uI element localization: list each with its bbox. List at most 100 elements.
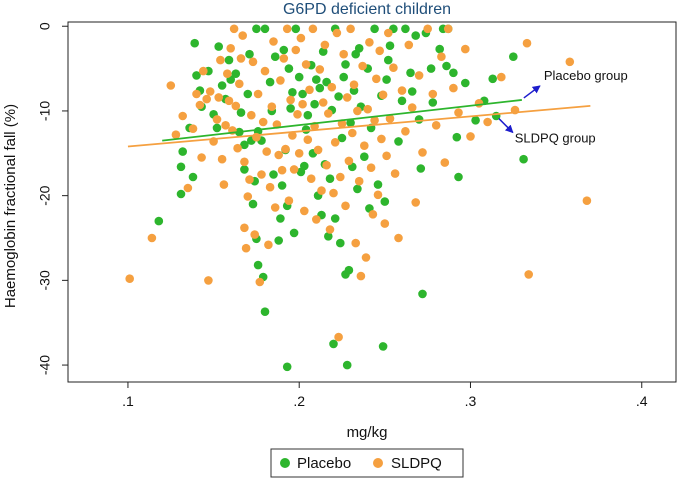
sldpq-point	[305, 85, 314, 95]
sldpq-point	[240, 223, 249, 233]
sldpq-point	[368, 210, 378, 219]
sldpq-point	[375, 46, 385, 56]
sldpq-point	[524, 270, 533, 279]
sldpq-point	[320, 40, 330, 50]
sldpq-point	[205, 87, 215, 96]
placebo-point	[519, 154, 528, 164]
sldpq-point	[199, 66, 208, 76]
sldpq-point	[385, 114, 395, 123]
placebo-point	[253, 260, 263, 270]
placebo-point	[471, 116, 480, 125]
placebo-point	[212, 123, 222, 133]
sldpq-fit-line	[127, 104, 591, 148]
y-tick-label: -20	[37, 185, 53, 205]
sldpq-point	[221, 121, 230, 130]
placebo-point	[380, 197, 390, 206]
sldpq-point	[411, 198, 421, 207]
sldpq-point	[443, 24, 453, 34]
placebo-point	[324, 232, 333, 241]
placebo-point	[384, 55, 393, 65]
sldpq-point	[423, 24, 433, 34]
placebo-point	[294, 72, 304, 82]
sldpq-point	[236, 54, 246, 63]
sldpq-point	[358, 61, 367, 71]
sldpq-point	[365, 38, 374, 47]
y-tick-label: 0	[37, 22, 53, 30]
placebo-point	[406, 68, 415, 78]
placebo-point	[509, 52, 518, 61]
sldpq-point	[312, 215, 321, 224]
legend-box	[270, 448, 464, 478]
sldpq-point	[293, 110, 302, 119]
y-tick-label: -40	[37, 355, 53, 375]
placebo-point	[178, 147, 187, 156]
placebo-point	[318, 47, 328, 56]
sldpq-point	[384, 28, 393, 38]
placebo-point	[435, 44, 445, 54]
sldpq-point	[389, 63, 398, 72]
placebo-point	[176, 189, 186, 199]
sldpq-point	[219, 180, 229, 189]
sldpq-point	[202, 94, 211, 104]
sldpq-point	[217, 154, 227, 164]
placebo-point	[442, 61, 451, 71]
sldpq-annotation-arrow	[498, 117, 514, 134]
placebo-point	[354, 44, 364, 53]
sldpq-point	[223, 69, 232, 78]
sldpq-point	[125, 274, 134, 284]
placebo-point	[346, 118, 355, 128]
sldpq-point	[277, 165, 287, 175]
legend-label-placebo: Placebo	[297, 455, 351, 472]
sldpq-point	[294, 149, 304, 158]
placebo-point	[279, 45, 289, 55]
sldpq-point	[354, 176, 364, 186]
x-tick-label: .3	[465, 393, 477, 409]
sldpq-point	[188, 124, 198, 133]
placebo-point	[188, 172, 198, 182]
sldpq-point	[370, 116, 379, 125]
placebo-fit-line	[162, 99, 522, 142]
placebo-point	[339, 72, 349, 82]
placebo-point	[217, 81, 227, 90]
sldpq-point	[339, 49, 349, 59]
sldpq-point	[257, 170, 266, 179]
placebo-point	[370, 24, 379, 34]
placebo-point	[407, 87, 417, 96]
sldpq-point	[240, 157, 249, 167]
placebo-point	[245, 49, 254, 59]
sldpq-point	[255, 277, 265, 287]
sldpq-point	[351, 238, 361, 248]
sldpq-point	[204, 276, 213, 285]
sldpq-point	[233, 143, 242, 153]
sldpq-point	[330, 138, 340, 147]
sldpq-point	[361, 253, 371, 262]
sldpq-point	[327, 82, 337, 92]
sldpq-point	[373, 190, 383, 200]
sldpq-point	[291, 45, 301, 55]
placebo-point	[454, 172, 463, 182]
placebo-point	[236, 108, 246, 117]
sldpq-point	[390, 169, 400, 178]
placebo-point	[452, 132, 462, 142]
placebo-point	[353, 184, 362, 194]
sldpq-point	[337, 119, 347, 128]
y-axis-title: Haemoglobin fractional fall (%)	[2, 104, 19, 308]
placebo-point	[401, 24, 410, 34]
x-tick-label: .4	[636, 393, 648, 409]
placebo-point	[190, 38, 199, 48]
sldpq-point	[250, 230, 259, 239]
legend-label-sldpq: SLDPQ	[391, 455, 442, 472]
plot-frame	[67, 21, 677, 383]
placebo-point	[154, 216, 164, 226]
sldpq-point	[461, 44, 470, 54]
placebo-point	[428, 98, 438, 107]
placebo-point	[336, 238, 345, 248]
sldpq-point	[282, 24, 292, 34]
sldpq-point	[267, 102, 277, 111]
sldpq-point	[474, 99, 484, 108]
placebo-point	[394, 137, 403, 146]
sldpq-point	[284, 196, 294, 205]
sldpq-point	[166, 81, 176, 90]
placebo-point	[342, 360, 352, 370]
sldpq-point	[279, 54, 289, 63]
